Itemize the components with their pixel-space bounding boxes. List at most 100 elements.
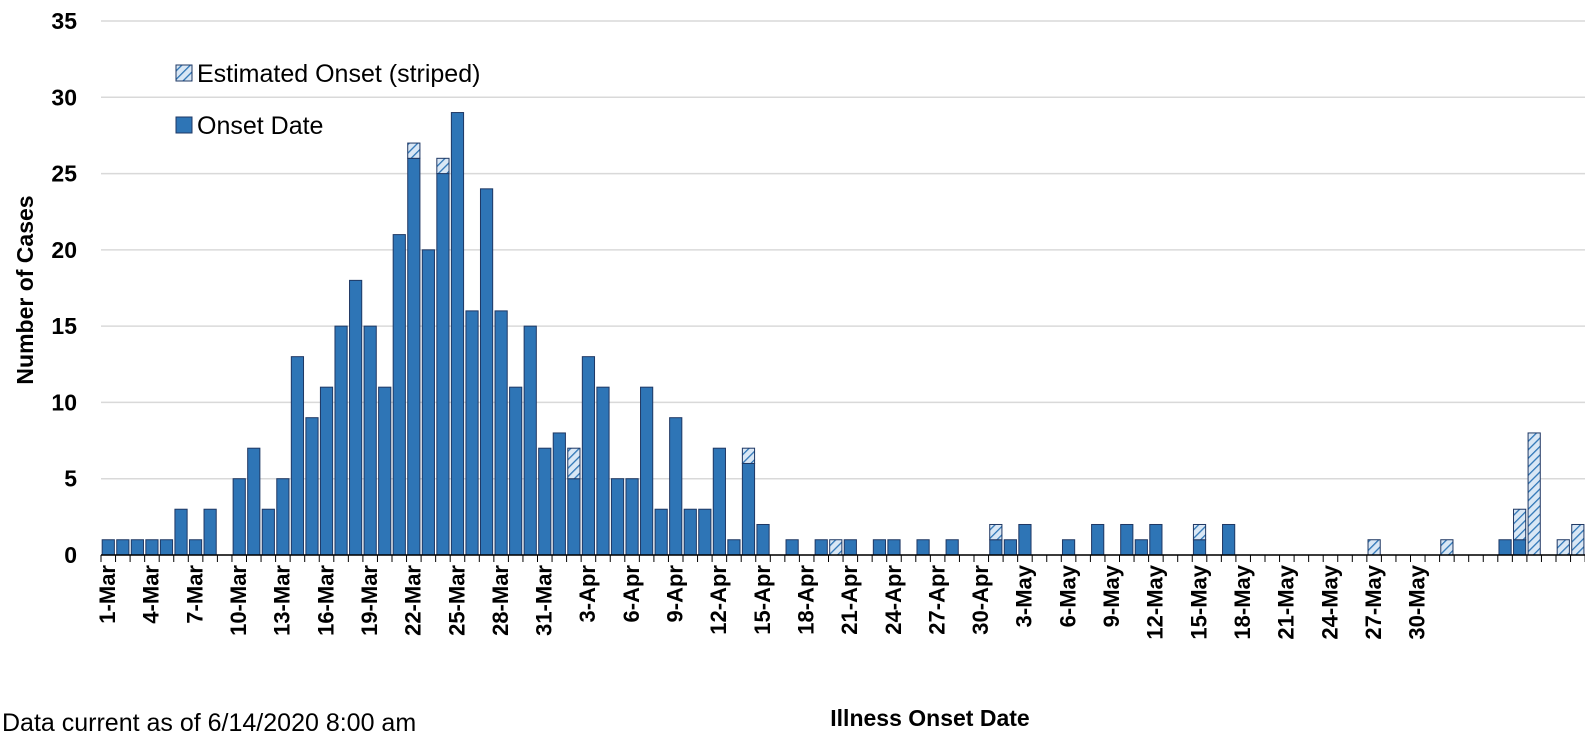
bar-onset (1498, 539, 1512, 556)
x-tick-label: 3-May (1012, 564, 1037, 627)
bar-onset (378, 386, 392, 556)
x-axis-label: Illness Onset Date (830, 705, 1029, 731)
bar-onset (581, 356, 596, 556)
x-tick-label: 27-Apr (924, 565, 949, 635)
x-tick-label: 27-May (1361, 564, 1386, 639)
bar-onset (349, 279, 363, 556)
bar-estimated (1527, 432, 1541, 556)
bar-onset (1134, 539, 1148, 556)
x-tick-label: 30-Apr (968, 565, 993, 635)
legend: Estimated Onset (striped) Onset Date (175, 60, 480, 140)
bar-onset (159, 539, 174, 556)
bar-onset (712, 447, 726, 556)
bar-onset (596, 386, 610, 556)
legend-label-onset: Onset Date (197, 112, 323, 140)
bar-estimated (1367, 539, 1381, 556)
bar-estimated (989, 523, 1003, 541)
x-tick-label: 9-May (1099, 564, 1124, 627)
x-tick-label: 12-Apr (706, 565, 731, 635)
bar-onset (843, 539, 857, 556)
bar-estimated (1556, 539, 1570, 556)
x-tick-label: 18-Apr (793, 565, 818, 635)
bar-onset (450, 112, 465, 556)
bar-onset (654, 508, 668, 556)
bar-onset (130, 539, 144, 556)
x-tick-label: 30-May (1405, 564, 1430, 639)
footnote: Data current as of 6/14/2020 8:00 am (2, 709, 416, 737)
bar-onset (1003, 539, 1017, 556)
bar-estimated (1440, 539, 1454, 556)
bar-estimated (1513, 508, 1527, 541)
x-tick-label: 15-Apr (750, 565, 775, 635)
bar-onset (203, 508, 217, 556)
bar-estimated (407, 142, 421, 159)
bar-onset (465, 310, 479, 556)
legend-label-estimated: Estimated Onset (striped) (197, 60, 480, 88)
bar-onset (407, 157, 421, 556)
bar-onset (509, 386, 523, 556)
x-tick-label: 24-May (1317, 564, 1342, 639)
bar-onset (756, 523, 770, 556)
bar-estimated (1192, 523, 1207, 541)
bar-estimated (741, 447, 756, 464)
bar-onset (727, 539, 741, 556)
bar-onset (625, 478, 639, 556)
bar-onset (1192, 539, 1207, 556)
bar-onset (1222, 523, 1236, 556)
bar-estimated (829, 539, 843, 556)
legend-swatch-estimated (175, 64, 193, 82)
bar-onset (276, 478, 290, 556)
x-tick-label: 22-Mar (401, 565, 426, 636)
bar-onset (523, 325, 537, 556)
y-tick-label: 5 (64, 466, 77, 492)
x-tick-label: 6-May (1055, 564, 1080, 627)
y-tick-label: 30 (51, 84, 77, 110)
bar-onset (640, 386, 654, 556)
gridlines (101, 20, 1585, 556)
bar-onset (174, 508, 188, 556)
x-tick-label: 16-Mar (313, 565, 338, 636)
bar-onset (305, 417, 319, 556)
x-tick-label: 12-May (1143, 564, 1168, 639)
bar-onset (872, 539, 887, 556)
bar-onset (945, 539, 959, 556)
bar-onset (698, 508, 712, 556)
bars (101, 112, 1585, 556)
x-tick-label: 18-May (1230, 564, 1255, 639)
y-tick-label: 35 (51, 8, 77, 34)
bar-onset (1149, 523, 1163, 556)
bar-onset (1018, 523, 1032, 556)
bar-onset (669, 417, 683, 556)
bar-onset (290, 356, 305, 556)
y-tick-label: 15 (51, 313, 77, 339)
bar-onset (610, 478, 625, 556)
bar-onset (436, 173, 450, 556)
x-tick-label: 7-Mar (182, 565, 207, 624)
bar-onset (1061, 539, 1076, 556)
x-tick-label: 15-May (1186, 564, 1211, 639)
bar-estimated (567, 447, 581, 480)
y-tick-label: 10 (51, 389, 77, 415)
bar-estimated (1571, 523, 1585, 556)
legend-swatch-onset (175, 116, 193, 134)
bar-onset (741, 462, 756, 556)
bar-onset (887, 539, 901, 556)
bar-onset (145, 539, 159, 556)
x-tick-label: 21-Apr (837, 565, 862, 635)
bar-onset (1120, 523, 1134, 556)
bar-onset (101, 539, 115, 556)
bar-onset (392, 234, 406, 556)
x-tick-label: 24-Apr (881, 565, 906, 635)
bar-onset (538, 447, 552, 556)
x-tick-label: 9-Apr (663, 565, 688, 623)
x-tick-label: 21-May (1274, 564, 1299, 639)
bar-onset (1513, 539, 1527, 556)
x-axis: 1-Mar 4-Mar 7-Mar 10-Mar 13-Mar 16-Mar 19-Mar 2… (95, 554, 1585, 640)
x-tick-label: 13-Mar (270, 565, 295, 636)
x-tick-label: 4-Mar (139, 565, 164, 624)
bar-onset (785, 539, 799, 556)
bar-onset (319, 386, 334, 556)
bar-onset (683, 508, 697, 556)
bar-onset (1091, 523, 1105, 556)
